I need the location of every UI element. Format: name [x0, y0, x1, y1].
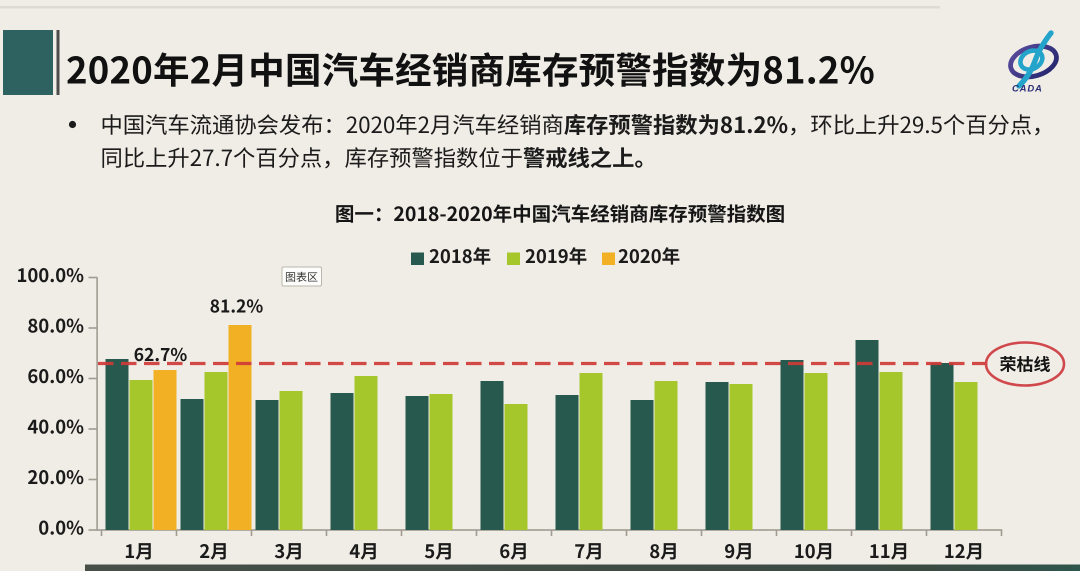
- svg-text:CADA: CADA: [1012, 84, 1043, 95]
